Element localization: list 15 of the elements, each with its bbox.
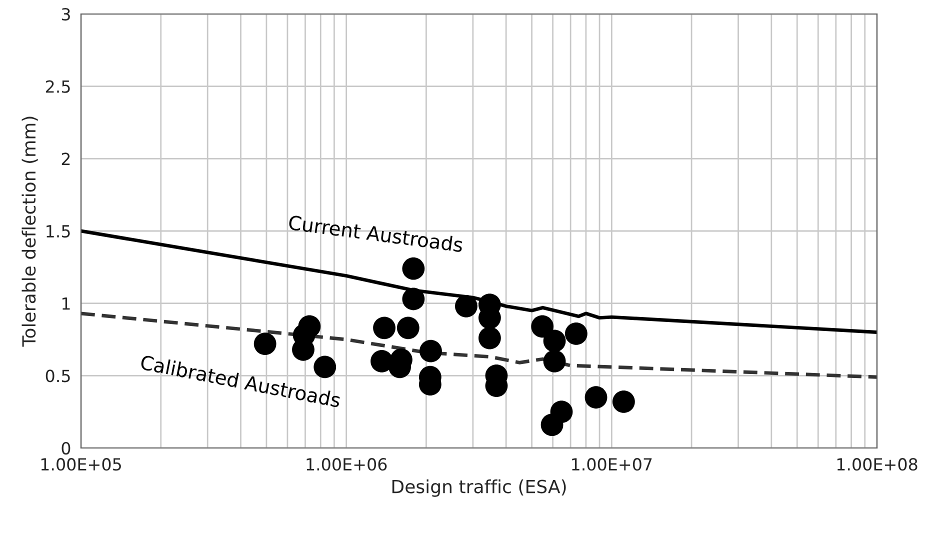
y-tick-label: 2.5 bbox=[46, 80, 70, 93]
x-tick-label: 1.00E+07 bbox=[572, 458, 652, 471]
y-tick-label: 2 bbox=[62, 152, 70, 165]
x-tick-label: 1.00E+06 bbox=[306, 458, 387, 471]
y-tick-label: 0.5 bbox=[46, 370, 70, 382]
y-tick-label: 0 bbox=[62, 442, 70, 455]
x-tick-label: 1.00E+05 bbox=[41, 458, 121, 471]
y-axis-title: Tolerable deflection (mm) bbox=[22, 116, 38, 347]
text: Calibrated Austroads bbox=[140, 354, 342, 408]
y-tick-label: 3 bbox=[62, 8, 70, 21]
x-axis-title: Design traffic (ESA) bbox=[392, 479, 566, 497]
text: Current Austroads bbox=[288, 214, 464, 252]
y-tick-label: 1.5 bbox=[46, 225, 70, 238]
x-tick-label: 1.00E+08 bbox=[837, 458, 918, 471]
y-tick-label: 1 bbox=[62, 298, 70, 310]
